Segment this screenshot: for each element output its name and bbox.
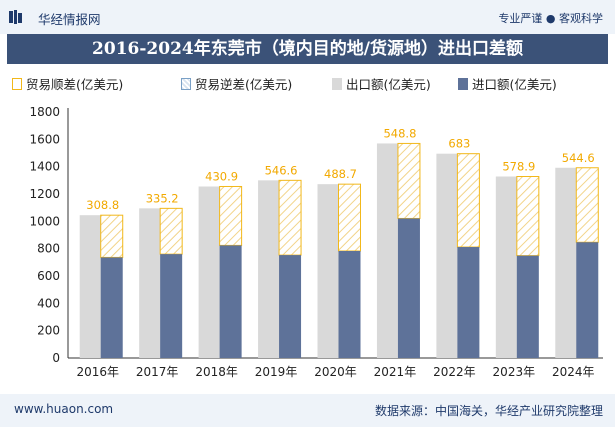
legend-item-import: 进口额(亿美元): [458, 74, 557, 93]
y-tick-label: 1600: [29, 132, 60, 146]
legend-item-surplus: 贸易顺差(亿美元): [12, 74, 123, 93]
brand-name: 华经情报网: [38, 12, 101, 27]
surplus-bar: [100, 214, 124, 258]
export-bar: [555, 167, 578, 358]
surplus-data-label: 308.8: [86, 198, 119, 212]
legend-swatch-deficit: [181, 77, 191, 90]
export-bar: [436, 153, 459, 358]
slogan: 专业严谨 ● 客观科学: [498, 12, 603, 25]
surplus-bar: [278, 179, 302, 256]
y-tick-label: 1400: [29, 160, 60, 174]
surplus-data-label: 546.6: [265, 163, 298, 177]
import-bar: [576, 242, 599, 358]
surplus-bar: [338, 183, 361, 252]
surplus-data-label: 544.6: [562, 151, 595, 165]
y-tick-label: 1200: [29, 187, 60, 201]
legend-item-export: 出口额(亿美元): [332, 74, 431, 93]
surplus-bar: [219, 185, 243, 246]
surplus-data-label: 548.8: [383, 126, 416, 140]
import-bar: [457, 247, 480, 358]
x-tick-label: 2022年: [433, 365, 476, 379]
export-bar: [495, 176, 518, 358]
surplus-bar: [575, 167, 599, 243]
legend-swatch-import: [458, 77, 468, 90]
data-source: 数据来源：中国海关，华经产业研究院整理: [374, 404, 603, 418]
surplus-bar: [516, 176, 540, 257]
legend-swatch-export: [332, 77, 342, 90]
surplus-data-label: 335.2: [146, 191, 179, 205]
export-bar: [258, 180, 281, 358]
import-bar: [338, 250, 361, 358]
x-tick-label: 2023年: [493, 365, 536, 379]
x-tick-label: 2024年: [552, 365, 595, 379]
surplus-data-label: 683: [448, 137, 470, 151]
y-tick-label: 400: [37, 296, 60, 310]
y-tick-label: 200: [37, 324, 60, 338]
logo-icon: [9, 10, 22, 24]
export-bar: [198, 186, 221, 358]
import-bar: [219, 245, 242, 358]
surplus-data-label: 578.9: [502, 160, 535, 174]
export-bar: [79, 215, 102, 358]
footer: www.huaon.com 数据来源：中国海关，华经产业研究院整理: [0, 394, 615, 427]
legend-item-deficit: 贸易逆差(亿美元): [181, 74, 292, 93]
export-bar: [317, 184, 340, 358]
chart-title: 2016-2024年东莞市（境内目的地/货源地）进出口差额: [7, 34, 608, 64]
export-bar: [139, 208, 162, 358]
y-tick-label: 1000: [29, 214, 60, 228]
x-tick-label: 2017年: [136, 365, 179, 379]
y-tick-label: 600: [37, 269, 60, 283]
legend-swatch-surplus: [12, 77, 22, 90]
import-bar: [160, 254, 183, 358]
legend: 贸易顺差(亿美元) 贸易逆差(亿美元) 出口额(亿美元) 进口额(亿美元): [12, 71, 607, 93]
top-bar: 华经情报网 专业严谨 ● 客观科学: [0, 0, 615, 34]
legend-label-export: 出口额(亿美元): [346, 77, 431, 92]
surplus-data-label: 488.7: [324, 167, 357, 181]
surplus-bar: [456, 153, 480, 248]
legend-label-import: 进口额(亿美元): [472, 77, 557, 92]
import-bar: [279, 255, 302, 358]
surplus-bar: [397, 142, 421, 219]
import-bar: [516, 255, 539, 358]
x-tick-label: 2019年: [255, 365, 298, 379]
x-tick-label: 2018年: [195, 365, 238, 379]
x-tick-label: 2020年: [314, 365, 357, 379]
x-tick-label: 2021年: [374, 365, 417, 379]
legend-label-deficit: 贸易逆差(亿美元): [195, 77, 293, 92]
y-tick-label: 1800: [29, 105, 60, 119]
import-bar: [100, 257, 123, 358]
surplus-data-label: 430.9: [205, 169, 238, 183]
export-bar: [376, 143, 399, 358]
website-link[interactable]: www.huaon.com: [14, 402, 114, 416]
surplus-bar: [159, 207, 183, 255]
legend-label-surplus: 贸易顺差(亿美元): [26, 77, 124, 92]
import-bar: [397, 218, 420, 358]
bar-chart: 0 200 400 600 800 1000 1200 1400 1600 1800 308.8 20…: [29, 105, 603, 379]
x-tick-label: 2016年: [76, 365, 119, 379]
y-tick-label: 0: [52, 351, 60, 365]
y-tick-label: 800: [37, 242, 60, 256]
